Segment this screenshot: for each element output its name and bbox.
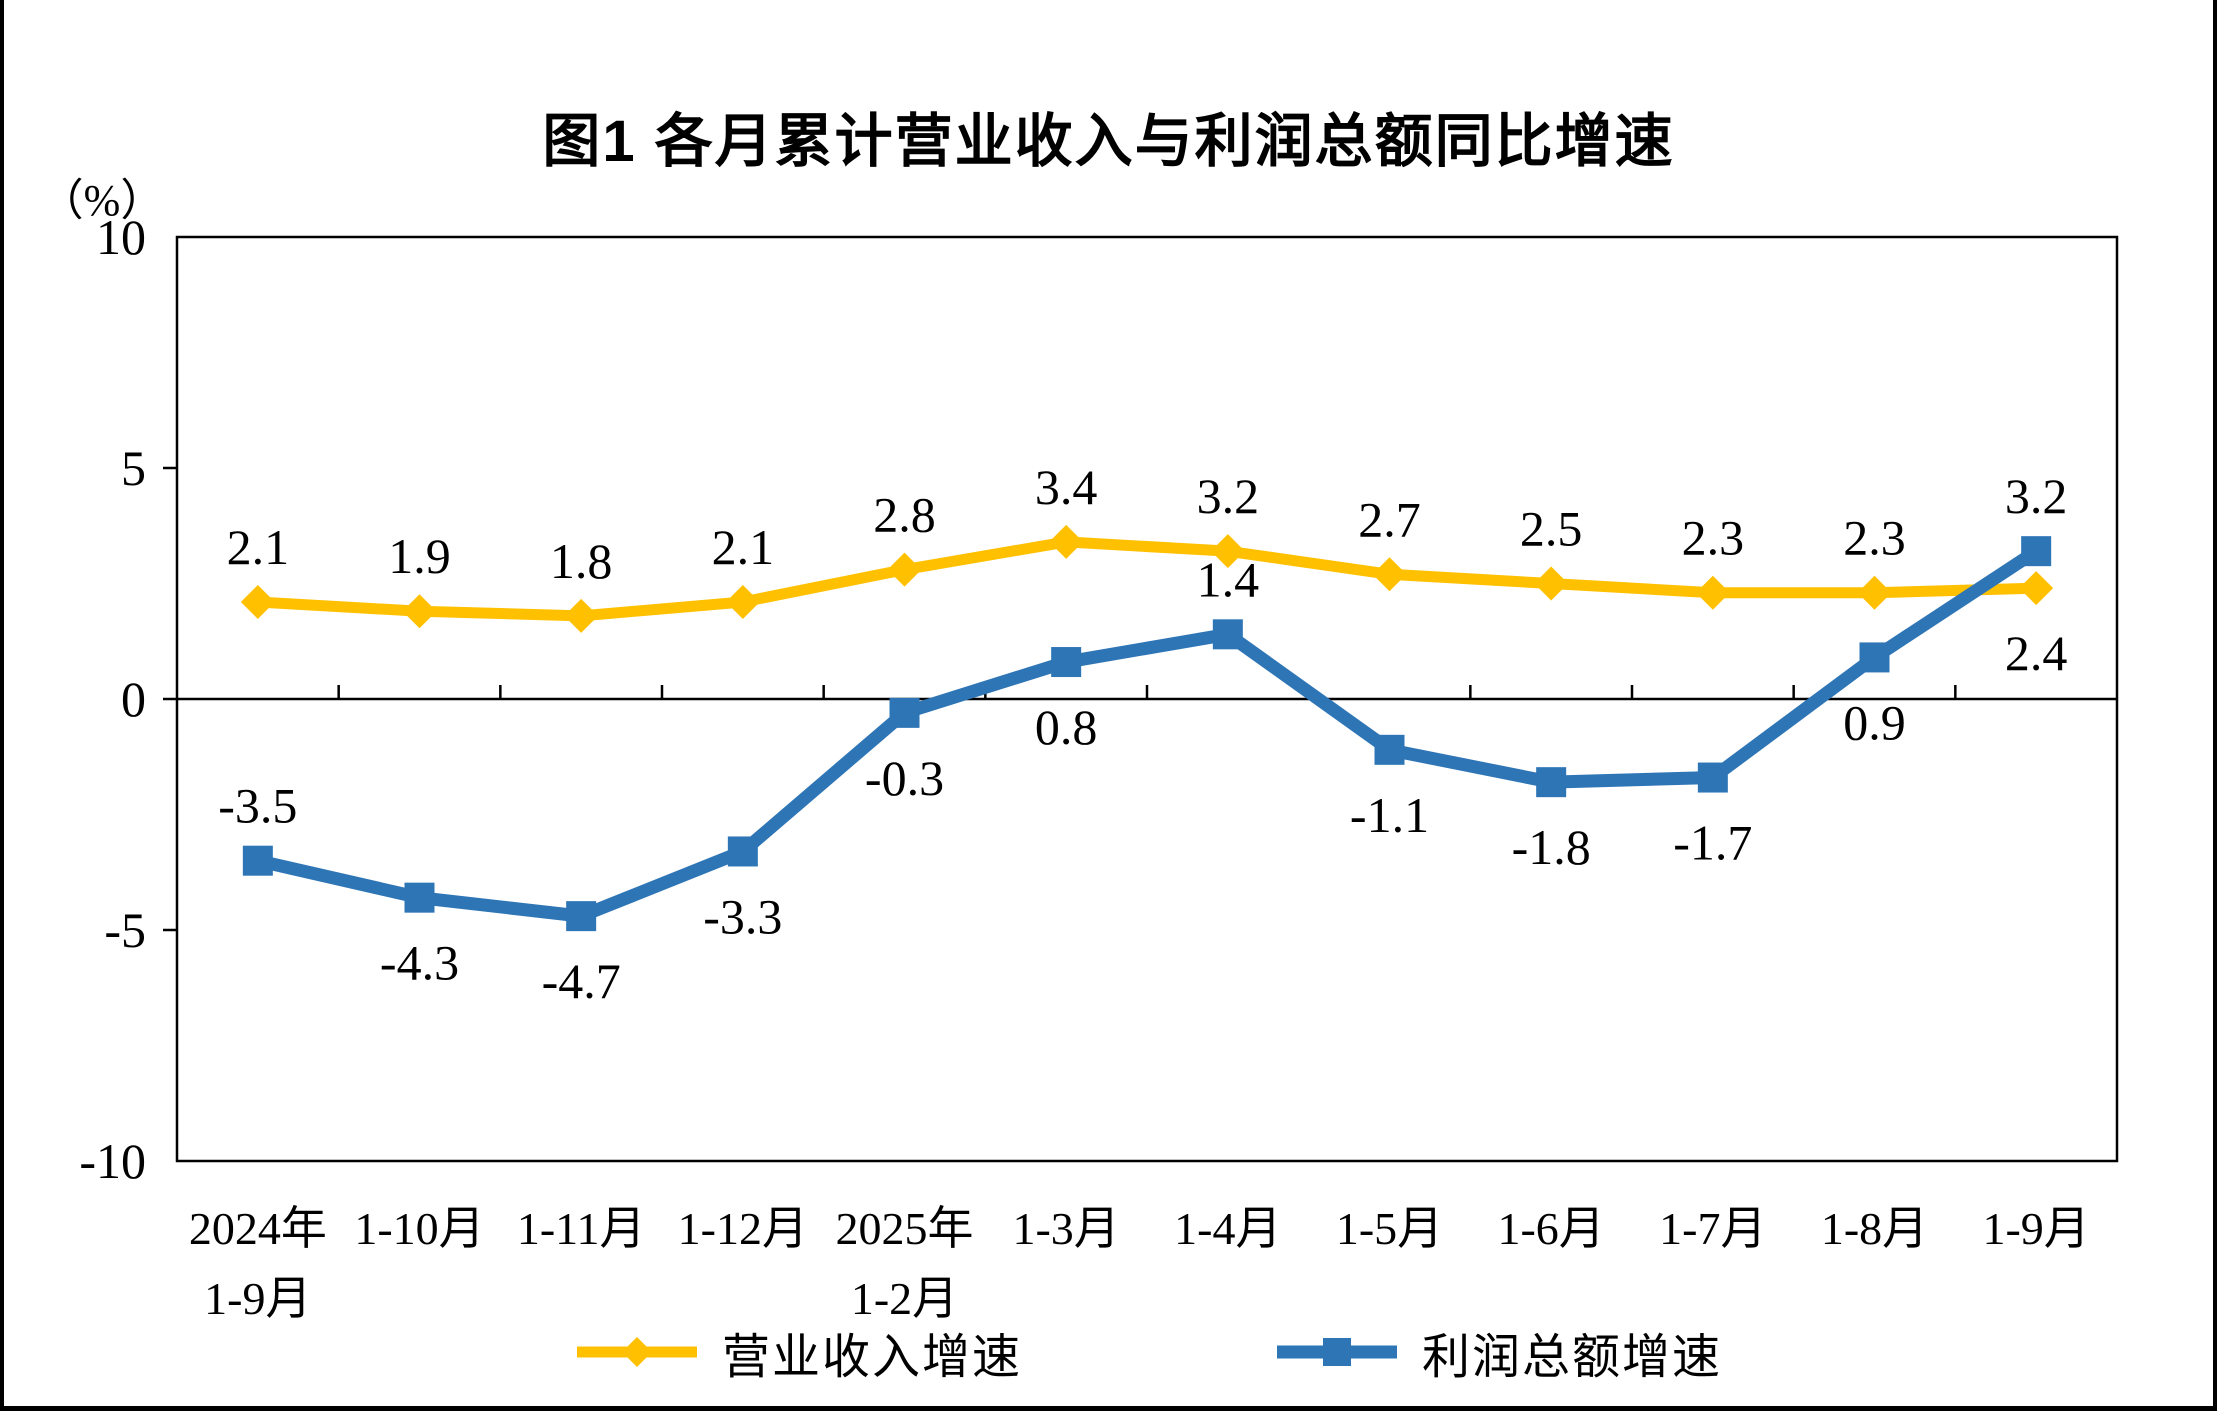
x-axis-category-label: 1-11月 (516, 1203, 646, 1254)
diamond-marker (725, 584, 760, 619)
legend-item: 利润总额增速 (1272, 1317, 1722, 1387)
data-label: -4.3 (380, 935, 459, 991)
data-label: -1.1 (1350, 787, 1429, 843)
legend: 营业收入增速 利润总额增速 (177, 1314, 2117, 1390)
data-label: 2.1 (227, 519, 290, 575)
chart-title: 图1 各月累计营业收入与利润总额同比增速 (542, 109, 1675, 174)
data-label: 2.7 (1358, 491, 1421, 547)
y-axis-tick-label: 0 (121, 671, 146, 727)
x-axis-category-label: 1-7月 (1659, 1203, 1767, 1254)
diamond-marker (240, 584, 275, 619)
x-axis-category-label: 1-5月 (1335, 1203, 1444, 1254)
data-label: -4.7 (542, 953, 621, 1009)
legend-label: 营业收入增速 (721, 1331, 1022, 1384)
legend-diamond-line-icon (576, 1337, 697, 1367)
data-label: -1.8 (1512, 819, 1591, 875)
data-label: -0.3 (865, 750, 944, 806)
x-axis-category-label: 1-10月 (354, 1203, 485, 1254)
square-marker (727, 836, 758, 867)
y-axis-tick-label: -10 (79, 1133, 146, 1189)
data-label: 0.8 (1035, 699, 1098, 755)
x-axis-category-label: 2024年 1-9月 (188, 1203, 327, 1324)
data-label: 2.3 (1682, 510, 1745, 566)
legend-label: 利润总额增速 (1422, 1331, 1723, 1384)
diamond-marker (887, 552, 922, 587)
data-label: 3.2 (1197, 468, 1260, 524)
diamond-marker (1372, 557, 1407, 592)
x-axis-category-label: 1-4月 (1174, 1203, 1282, 1254)
x-axis-category-label: 1-9月 (1982, 1203, 2090, 1254)
diamond-marker (402, 594, 437, 629)
legend-diamond-marker (621, 1337, 652, 1367)
diamond-marker (1534, 566, 1569, 601)
square-marker (404, 882, 435, 913)
data-label: -3.5 (218, 778, 297, 834)
square-marker (242, 845, 273, 876)
data-label: 1.4 (1197, 551, 1260, 607)
data-label: 2.4 (2005, 625, 2068, 681)
x-axis-category-label: 1-8月 (1820, 1203, 1929, 1254)
square-marker (566, 901, 597, 932)
square-marker (1536, 767, 1567, 798)
series-line-profit (256, 545, 2040, 923)
y-axis-unit-label: （%） (39, 176, 165, 225)
diamond-marker (564, 598, 599, 633)
data-label: -3.3 (703, 888, 782, 944)
diamond-marker (1049, 524, 1084, 559)
plot-area: 2.1 1.9 1.8 2.1 2.8 3.4 3.2 2.7 2.5 2.3 2.3 2.4 -3.5… (163, 235, 2119, 1163)
y-axis-tick-label: 5 (121, 440, 146, 496)
y-axis-tick-label: -5 (104, 902, 146, 958)
y-axis-tick-label: 10 (96, 209, 146, 265)
data-label: 0.9 (1843, 694, 1906, 750)
data-label: 2.5 (1520, 501, 1583, 557)
square-marker (1859, 642, 1890, 673)
series-line-revenue (257, 536, 2037, 622)
square-marker (1697, 762, 1728, 793)
diamond-marker (1210, 534, 1245, 569)
square-marker (889, 697, 920, 728)
square-marker (1051, 647, 1082, 678)
legend-square-line-icon (1277, 1338, 1397, 1366)
x-axis-category-label: 2025年 1-2月 (835, 1203, 974, 1324)
square-marker (2021, 536, 2052, 567)
square-marker (1212, 619, 1243, 650)
x-axis-category-label: 1-6月 (1497, 1203, 1605, 1254)
data-label: 2.1 (712, 519, 775, 575)
legend-square-marker (1323, 1338, 1351, 1366)
data-label: 2.8 (873, 487, 936, 543)
data-label: 1.8 (550, 533, 613, 589)
square-marker (1374, 734, 1405, 765)
legend-item: 营业收入增速 (572, 1317, 1022, 1387)
data-label: 3.4 (1035, 459, 1098, 515)
diamond-marker (2019, 571, 2054, 606)
data-label: 3.2 (2005, 468, 2068, 524)
data-label: 2.3 (1843, 510, 1906, 566)
data-label: 1.9 (388, 528, 451, 584)
x-axis-category-label: 1-3月 (1012, 1203, 1120, 1254)
diamond-marker (1857, 575, 1892, 610)
diamond-marker (1695, 575, 1730, 610)
data-label: -1.7 (1673, 815, 1752, 871)
x-axis-category-label: 1-12月 (677, 1203, 808, 1254)
